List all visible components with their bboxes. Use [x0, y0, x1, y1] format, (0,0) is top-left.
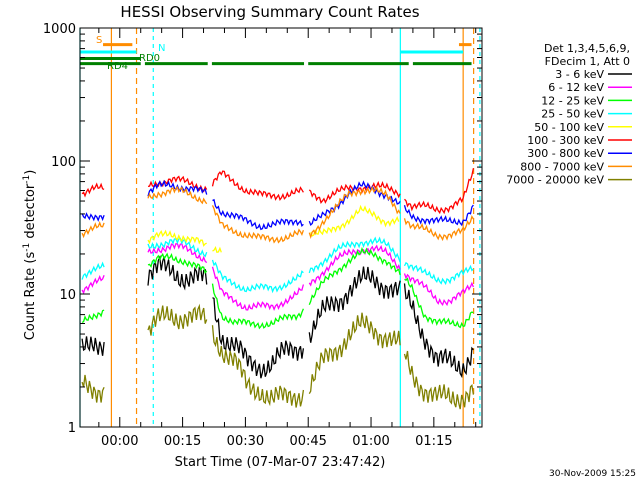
legend-label-3: 25 - 50 keV	[541, 108, 604, 121]
y-axis-label-end: )	[23, 170, 38, 175]
x-tick-label-5: 01:15	[415, 434, 452, 449]
series-line-8	[81, 303, 475, 410]
series-line-2	[81, 246, 474, 330]
y-axis-label-sup1: -1	[22, 243, 32, 252]
plot-area	[79, 28, 481, 427]
legend-header-1: FDecim 1, Att 0	[545, 55, 630, 68]
series-line-7	[81, 185, 474, 244]
legend-label-6: 300 - 800 keV	[527, 147, 604, 160]
band-label-n: N	[158, 43, 165, 54]
series-line-0	[81, 254, 474, 379]
band-label-rd0: RD0	[139, 53, 160, 64]
y-axis-label: Count Rate (s-1 detector-1)	[22, 170, 38, 341]
chart-title: HESSI Observing Summary Count Rates	[120, 3, 419, 21]
y-axis-label-sup2: -1	[22, 175, 32, 184]
series-line-1	[81, 242, 475, 312]
series-line-5	[81, 168, 475, 215]
x-axis-label: Start Time (07-Mar-07 23:47:42)	[175, 455, 386, 470]
plot-frame	[79, 27, 483, 428]
y-tick-label-0: 1	[68, 421, 76, 436]
legend-label-0: 3 - 6 keV	[555, 68, 604, 81]
x-tick-label-1: 00:15	[164, 434, 201, 449]
band-label-rd4: RD4	[107, 61, 128, 72]
x-tick-label-4: 01:00	[352, 434, 389, 449]
series-line-4	[147, 204, 400, 253]
band-label-s: S	[96, 35, 102, 46]
legend-label-7: 800 - 7000 keV	[520, 160, 604, 173]
legend-label-8: 7000 - 20000 keV	[506, 174, 604, 187]
y-tick-label-1: 10	[59, 288, 76, 303]
axes: 1 10 100 1000 00:00 00:15 00:30 00:45 01:00 01:15	[43, 22, 483, 449]
x-tick-label-0: 00:00	[101, 434, 138, 449]
legend-header-0: Det 1,3,4,5,6,9,	[544, 42, 630, 55]
legend-label-2: 12 - 25 keV	[541, 94, 604, 107]
legend: Det 1,3,4,5,6,9,FDecim 1, Att 03 - 6 keV…	[506, 42, 632, 187]
series-line-3	[81, 236, 474, 294]
x-tick-label-3: 00:45	[289, 434, 326, 449]
y-tick-label-3: 1000	[43, 22, 76, 37]
series-line-6	[81, 179, 474, 231]
y-axis-label-mid: detector	[23, 183, 38, 243]
legend-label-1: 6 - 12 keV	[548, 81, 604, 94]
legend-label-5: 100 - 300 keV	[527, 134, 604, 147]
y-axis-label-main: Count Rate (s	[23, 252, 38, 341]
x-tick-label-2: 00:30	[227, 434, 264, 449]
legend-label-4: 50 - 100 keV	[534, 121, 604, 134]
timestamp: 30-Nov-2009 15:25	[549, 469, 636, 479]
y-tick-label-2: 100	[51, 155, 76, 170]
